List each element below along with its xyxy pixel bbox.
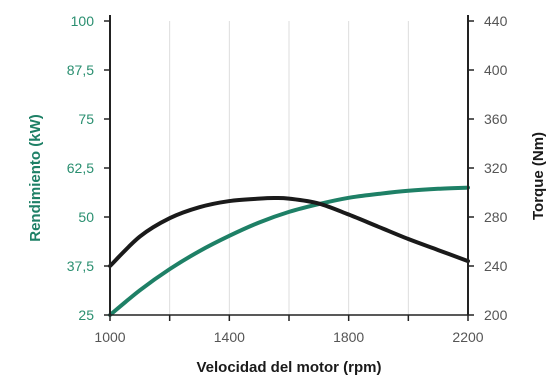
left-tick-label: 62,5 (67, 160, 94, 176)
grid-lines (169, 21, 409, 315)
torque-series-line (108, 195, 470, 268)
left-tick-label: 50 (78, 209, 94, 225)
x-tick-label: 1400 (214, 329, 245, 345)
left-tick-label: 87,5 (67, 62, 94, 78)
left-tick-label: 25 (78, 307, 94, 323)
x-tick-label: 2200 (452, 329, 483, 345)
tick-labels: 25 37,5 50 62,5 75 87,5 100 200 240 280 320 360 400 4… (67, 13, 508, 345)
right-tick-label: 280 (484, 209, 508, 225)
power-series-line (108, 185, 470, 317)
right-tick-label: 440 (484, 13, 508, 29)
right-tick-label: 360 (484, 111, 508, 127)
right-tick-label: 240 (484, 258, 508, 274)
right-axis-title: Torque (Nm) (530, 132, 547, 220)
right-tick-label: 400 (484, 62, 508, 78)
right-tick-label: 320 (484, 160, 508, 176)
x-axis-title: Velocidad del motor (rpm) (196, 359, 381, 376)
left-tick-label: 75 (78, 111, 94, 127)
axes (104, 15, 474, 321)
left-axis-title: Rendimiento (kW) (27, 114, 44, 242)
left-tick-label: 37,5 (67, 258, 94, 274)
x-tick-label: 1000 (94, 329, 125, 345)
series-group (108, 185, 470, 317)
x-tick-label: 1800 (333, 329, 364, 345)
right-tick-label: 200 (484, 307, 508, 323)
left-tick-label: 100 (71, 13, 95, 29)
